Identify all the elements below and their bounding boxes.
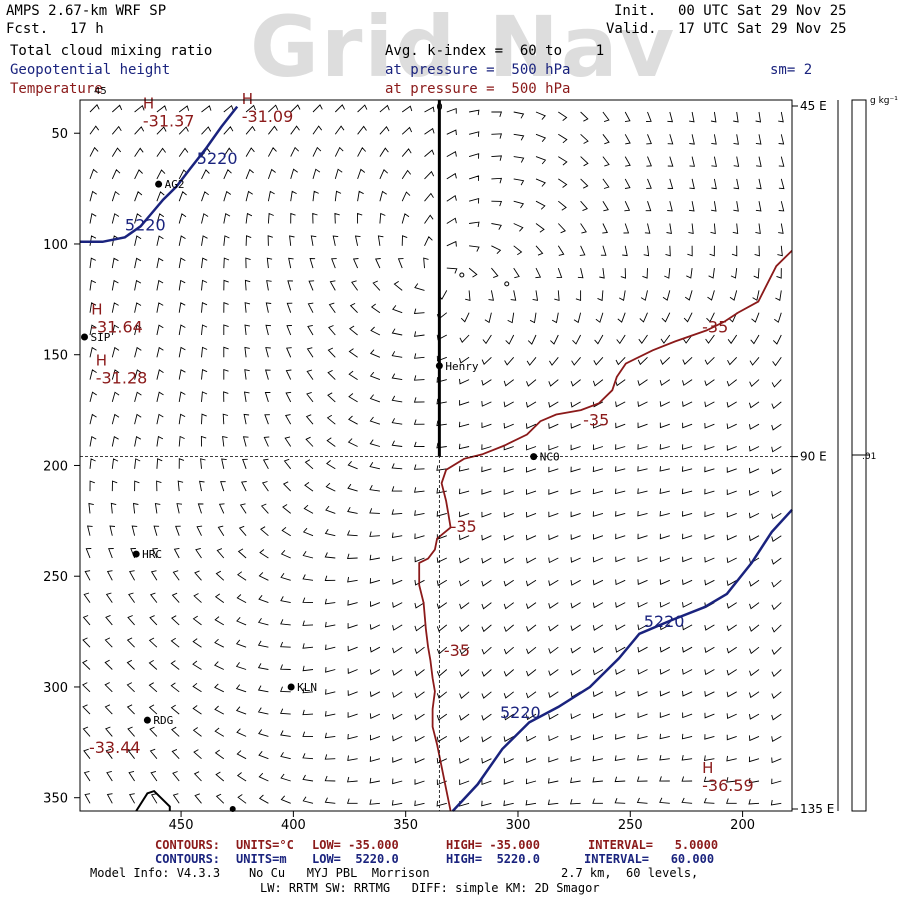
- pressure-temperature: at pressure = 500 hPa: [385, 81, 571, 97]
- extremum-value: -31.28: [96, 368, 148, 387]
- x-tick-label: 250: [618, 818, 643, 833]
- y-tick-label: 200: [43, 459, 68, 474]
- init-time: 00 UTC Sat 29 Nov 25: [678, 3, 847, 19]
- temperature-contours-layer: -35-35-35-35H-31.37H-31.09H-31.64H-31.28…: [89, 90, 793, 812]
- height-contours-layer: 5220 5220 5220 5220: [80, 105, 793, 812]
- station-label: HRC: [142, 548, 162, 561]
- temp-legend-contours: CONTOURS:: [155, 838, 221, 852]
- station-dot: [287, 683, 295, 691]
- init-label: Init.: [614, 3, 657, 19]
- station-label: NCO: [540, 451, 560, 464]
- station-label: SIP: [90, 331, 110, 344]
- station-dot: [155, 180, 163, 188]
- height-contour-line: [451, 508, 793, 812]
- extremum-value: -31.09: [242, 107, 294, 126]
- extremum-value: -31.37: [143, 111, 195, 130]
- temp-legend-low: LOW= -35.000: [312, 838, 399, 852]
- y-tick-label: 350: [43, 792, 68, 807]
- x-tick-label: 400: [281, 818, 306, 833]
- temp-legend-high: HIGH= -35.000: [446, 838, 540, 852]
- station-dot: [143, 716, 151, 724]
- meridian-zero-label: 0: [436, 102, 442, 113]
- temp-legend-interval: INTERVAL= 5.0000: [588, 838, 719, 852]
- model-physics: LW: RRTM SW: RRTMG DIFF: simple KM: 2D S…: [260, 881, 600, 895]
- right-axis-label: 135 E: [800, 802, 834, 816]
- y-tick-label: 250: [43, 570, 68, 585]
- station-label: RDG: [153, 714, 173, 727]
- x-tick-label: 450: [169, 818, 194, 833]
- height-legend-units: UNITS=m: [236, 852, 287, 866]
- extremum-marker: H: [91, 300, 102, 318]
- extremum-value: -31.64: [91, 317, 143, 336]
- field-geopotential: Geopotential height: [10, 62, 171, 78]
- smoothing-value: sm= 2: [770, 62, 813, 78]
- station-dot: [132, 550, 140, 558]
- height-legend-contours: CONTOURS:: [155, 852, 221, 866]
- plot-frame: [79, 99, 793, 812]
- y-tick-label: 50: [51, 127, 68, 142]
- x-tick-label: 300: [506, 818, 531, 833]
- height-legend-low: LOW= 5220.0: [312, 852, 399, 866]
- extremum-marker: H: [242, 90, 253, 108]
- extremum-marker: H: [143, 94, 154, 112]
- right-axis-label: 90 E: [800, 450, 827, 464]
- field-cloud-mixing: Total cloud mixing ratio: [10, 43, 213, 59]
- temp-legend-units: UNITS=°C: [236, 838, 294, 852]
- watermark-text: Grid Nav: [250, 0, 677, 96]
- height-contour-label: 5220: [197, 149, 238, 168]
- y-tick-label: 100: [43, 238, 68, 253]
- extremum-marker: H: [702, 759, 713, 777]
- extremum-value: -36.59: [702, 776, 754, 795]
- y-tick-label: 300: [43, 681, 68, 696]
- height-contour-label: 5220: [500, 703, 541, 722]
- field-temperature: Temperature: [10, 81, 103, 97]
- corner-lon-label: 45: [94, 86, 107, 97]
- model-title: AMPS 2.67-km WRF SP: [6, 3, 167, 19]
- wind-barbs-layer: [82, 104, 785, 807]
- forecast-label: Fcst.: [6, 21, 49, 37]
- extremum-marker: H: [96, 351, 107, 369]
- plot-marks-layer: 0 45 AG2 SIP Henry NCO HRC KLN RDG: [80, 86, 792, 812]
- axes-layer: 450 400 350 300 250 200 50 100 150 200 250 300 350 45…: [43, 99, 839, 833]
- model-info: Model Info: V4.3.3 No Cu MYJ PBL Morriso…: [90, 866, 430, 880]
- temperature-contour-label: -35: [451, 517, 477, 536]
- y-tick-label: 150: [43, 349, 68, 364]
- small-circle-marker: [504, 281, 510, 287]
- pressure-height: at pressure = 500 hPa: [385, 62, 571, 78]
- height-contour-line: [80, 105, 239, 244]
- temperature-contour-label: -35: [583, 411, 609, 430]
- station-dot: [80, 333, 88, 341]
- station-dot: [435, 362, 443, 370]
- coastline-contour: [135, 789, 171, 812]
- forecast-hours: 17 h: [70, 21, 104, 37]
- right-axis-label: 45 E: [800, 99, 827, 113]
- colorbar-tick-label: .01: [862, 452, 876, 462]
- temperature-contour-label: -35: [702, 318, 728, 337]
- extremum-value: -33.44: [89, 738, 141, 757]
- station-dot: [530, 453, 538, 461]
- x-tick-label: 200: [730, 818, 755, 833]
- station-label: KLN: [297, 681, 317, 694]
- station-label: AG2: [165, 178, 185, 191]
- k-index-range: Avg. k-index = 60 to 1: [385, 43, 605, 59]
- temperature-contour-line: [418, 249, 793, 812]
- height-contour-label: 5220: [644, 612, 685, 631]
- height-legend-high: HIGH= 5220.0: [446, 852, 540, 866]
- height-legend-interval: INTERVAL= 60.000: [584, 852, 715, 866]
- temperature-contour-label: -35: [444, 641, 470, 660]
- colorbar-unit: g kg⁻¹: [870, 96, 898, 106]
- model-resolution: 2.7 km, 60 levels,: [561, 866, 699, 880]
- small-circle-marker: [459, 272, 465, 278]
- station-label: Henry: [445, 360, 478, 373]
- wind-barbs: [82, 104, 785, 807]
- height-contour-label: 5220: [125, 216, 166, 235]
- valid-time: 17 UTC Sat 29 Nov 25: [678, 21, 847, 37]
- valid-label: Valid.: [606, 21, 657, 37]
- x-tick-label: 350: [393, 818, 418, 833]
